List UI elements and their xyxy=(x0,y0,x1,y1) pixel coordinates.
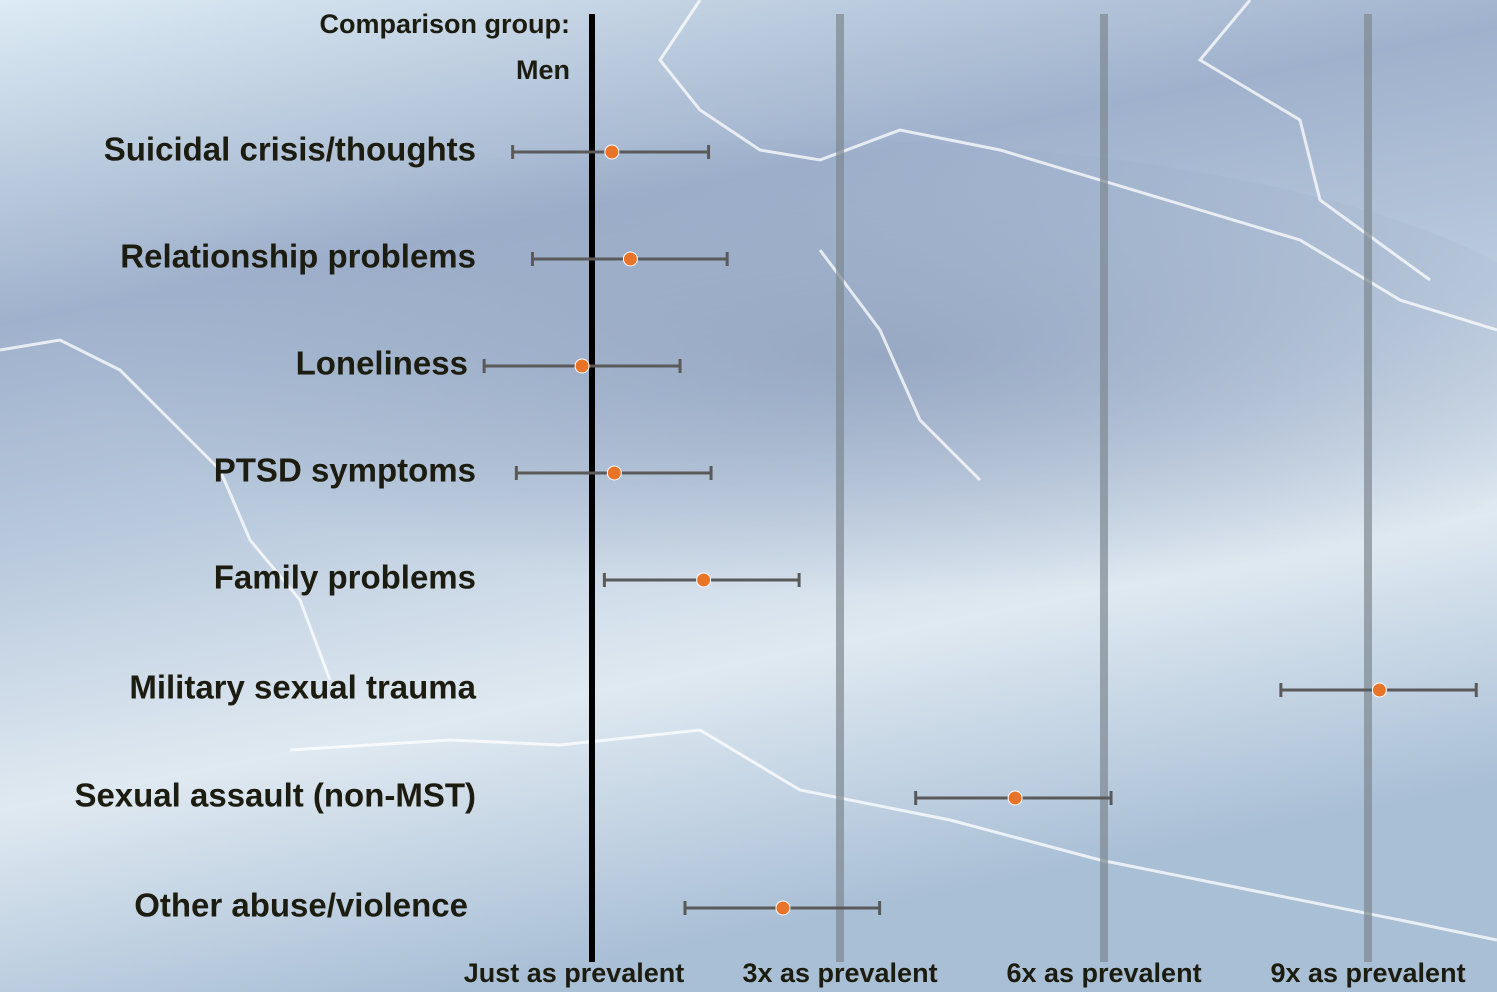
point xyxy=(696,572,712,588)
cloud xyxy=(0,140,1497,620)
x-tick-label: 6x as prevalent xyxy=(1006,958,1201,988)
category-label: Relationship problems xyxy=(120,238,476,275)
category-label: PTSD symptoms xyxy=(214,452,476,489)
x-tick-label: 3x as prevalent xyxy=(742,958,937,988)
category-label: Loneliness xyxy=(296,345,468,382)
category-label: Military sexual trauma xyxy=(129,669,476,706)
category-label: Other abuse/violence xyxy=(134,887,468,924)
x-tick-label: Just as prevalent xyxy=(464,958,685,988)
x-tick-label: 9x as prevalent xyxy=(1270,958,1465,988)
point xyxy=(622,251,638,267)
point xyxy=(775,900,791,916)
category-label: Family problems xyxy=(214,559,476,596)
lightning xyxy=(0,0,1497,940)
header-label: Men xyxy=(516,55,570,85)
point xyxy=(1371,682,1387,698)
header-label: Comparison group: xyxy=(320,9,571,39)
category-label: Suicidal crisis/thoughts xyxy=(104,131,476,168)
point xyxy=(1007,790,1023,806)
point xyxy=(606,465,622,481)
point xyxy=(604,144,620,160)
point xyxy=(574,358,590,374)
category-label: Sexual assault (non-MST) xyxy=(74,777,476,814)
